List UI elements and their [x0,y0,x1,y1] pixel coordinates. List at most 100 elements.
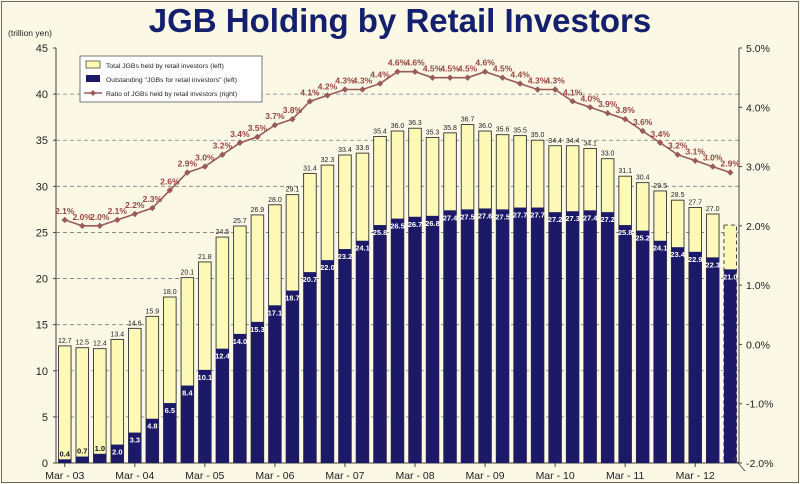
legend-swatch-total [85,60,101,69]
ratio-point [324,92,331,99]
ratio-value-label: 3.1% [686,147,706,157]
bar-outstanding [163,403,177,463]
ratio-point [727,169,734,176]
x-tick-label: Mar - 10 [536,470,575,482]
total-value-label: 35.0 [531,132,545,139]
ratio-value-label: 4.2% [318,81,338,91]
total-value-label: 35.4 [373,129,387,136]
outstanding-value-label: 6.5 [165,406,175,415]
y2-tick-label: 0.0% [746,339,770,351]
y-axis-label: (trillion yen) [8,28,52,38]
ratio-value-label: 2.9% [721,159,741,169]
ratio-point [359,86,366,93]
ratio-point [656,139,664,147]
legend-label-total: Total JGBs held by retail investors (lef… [106,63,224,70]
ratio-value-label: 3.8% [283,105,303,115]
ratio-value-label: 2.0% [90,212,110,222]
ratio-point [621,115,629,123]
bar-outstanding [496,209,509,463]
ratio-value-label: 3.6% [633,117,653,127]
total-value-label: 33.0 [601,151,615,158]
total-value-label: 36.7 [461,117,475,124]
total-value-label: 12.5 [75,340,89,347]
ratio-point [569,98,576,105]
x-tick-label: Mar - 03 [45,470,84,482]
total-value-label: 31.1 [618,168,632,175]
outstanding-value-label: 8.4 [182,389,193,398]
ratio-value-label: 3.9% [598,99,618,109]
ratio-value-label: 4.1% [300,87,320,97]
bar-outstanding [723,269,737,463]
bar-outstanding [391,218,404,463]
bar-outstanding [373,225,387,463]
outstanding-value-label: 17.1 [268,308,283,317]
ratio-value-label: 4.4% [510,70,530,80]
y2-tick-label: 1.0% [746,280,770,292]
bar-outstanding [583,210,597,463]
x-tick-label: Mar - 12 [676,470,715,482]
bar-outstanding [110,444,124,463]
bar-total [110,338,125,464]
ratio-value-label: 3.0% [195,153,215,163]
total-value-label: 31.4 [303,165,317,172]
ratio-value-label: 4.3% [335,76,355,86]
outstanding-value-label: 18.7 [285,294,300,303]
total-value-label: 29.5 [653,183,667,190]
ratio-point [604,110,611,117]
outstanding-value-label: 4.8 [147,422,157,431]
ratio-point [341,86,349,93]
y-tick-label: 30 [36,181,48,193]
bar-outstanding [356,240,369,463]
legend-swatch-outstanding [86,75,100,82]
ratio-value-label: 2.6% [160,176,180,186]
bar-outstanding [566,211,579,463]
y2-tick-label: 3.0% [746,162,770,174]
ratio-point [499,74,506,81]
ratio-point [131,210,139,218]
outstanding-value-label: 3.3 [130,436,140,445]
ratio-value-label: 2.3% [143,194,163,204]
ratio-value-label: 4.6% [405,58,425,68]
outstanding-value-label: 15.3 [250,325,265,334]
bar-outstanding [216,348,229,463]
y-tick-label: 10 [36,366,48,378]
ratio-point [394,68,401,75]
ratio-value-label: 4.6% [388,58,408,68]
bar-outstanding [531,207,544,463]
outstanding-value-label: 22.3 [705,260,720,269]
outstanding-value-label: 25.2 [635,234,650,243]
total-value-label: 35.8 [443,125,457,132]
ratio-point [289,115,296,123]
legend-box [79,55,263,103]
bar-outstanding [268,305,282,463]
ratio-value-label: 2.1% [55,206,75,216]
outstanding-value-label: 14.0 [233,337,248,346]
total-value-label: 27.7 [688,200,702,207]
x-tick-label: Mar - 04 [115,470,154,482]
bar-outstanding [146,418,159,463]
outstanding-value-label: 21.0 [723,272,738,281]
bar-outstanding [93,453,107,463]
bar-outstanding [443,210,457,463]
outstanding-value-label: 27.5 [460,212,475,221]
ratio-value-label: 3.4% [651,129,671,139]
ratio-point [201,163,209,170]
ratio-point [481,68,489,75]
total-value-label: 34.1 [583,141,597,148]
total-value-label: 32.3 [321,157,335,164]
outstanding-value-label: 26.7 [408,220,423,229]
total-value-label: 30.4 [636,175,650,182]
bar-outstanding [128,432,142,463]
total-value-label: 14.6 [128,320,142,327]
y-tick-label: 35 [36,135,48,147]
y-tick-label: 45 [36,43,48,55]
ratio-value-label: 4.5% [440,64,460,74]
outstanding-value-label: 27.6 [478,211,493,220]
total-value-label: 34.4 [566,138,580,145]
total-value-label: 25.7 [233,218,247,225]
ratio-value-label: 3.2% [668,141,688,151]
outstanding-value-label: 27.7 [530,211,545,220]
total-value-label: 20.1 [181,270,195,277]
ratio-point [692,157,699,164]
ratio-value-label: 4.3% [545,76,565,86]
